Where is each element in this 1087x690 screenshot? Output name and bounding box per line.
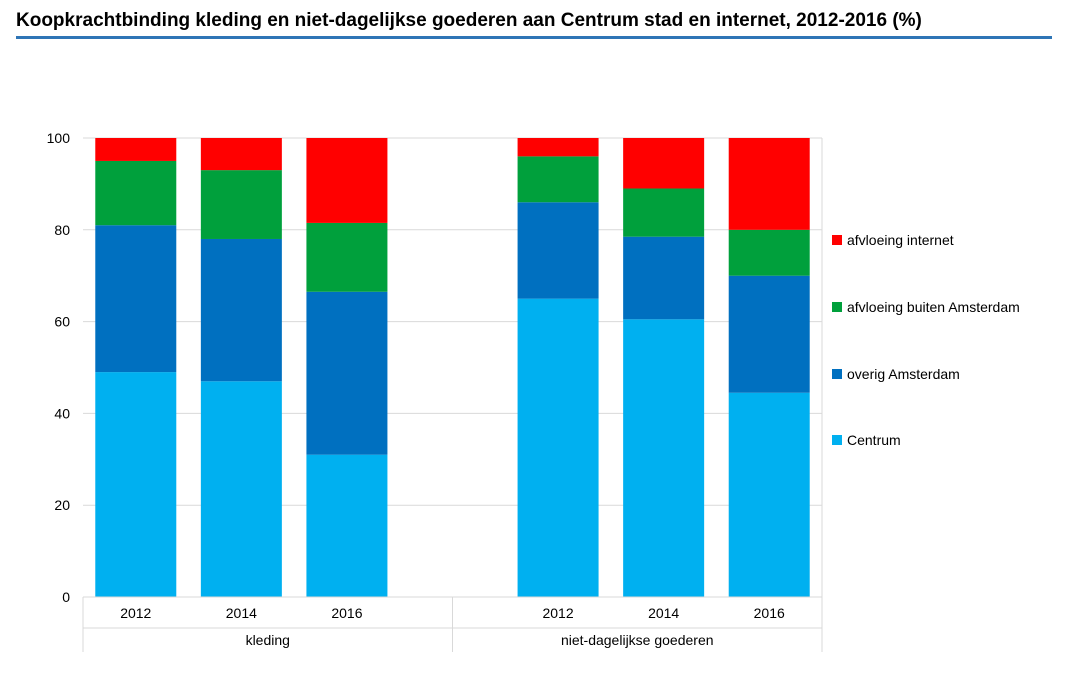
y-tick-label-20: 20	[54, 497, 70, 513]
bar-kleding-2014-overig-Amsterdam	[200, 238, 282, 382]
x-tick-label-2014: 2014	[648, 605, 679, 621]
legend-swatch-afvloeing-buiten-Amsterdam	[832, 302, 842, 312]
y-tick-label-100: 100	[47, 130, 71, 146]
bar-kleding-2012-afvloeing-buiten-Amsterdam	[95, 160, 177, 226]
legend-label-afvloeing-internet: afvloeing internet	[847, 232, 954, 248]
legend-label-overig-Amsterdam: overig Amsterdam	[847, 366, 960, 382]
x-tick-label-2016: 2016	[331, 605, 362, 621]
bar-niet-dagelijkse-goederen-2012-overig-Amsterdam	[517, 202, 599, 299]
bar-niet-dagelijkse-goederen-2014-afvloeing-internet	[623, 138, 705, 189]
bar-kleding-2012-overig-Amsterdam	[95, 225, 177, 373]
group-label-niet-dagelijkse-goederen: niet-dagelijkse goederen	[561, 632, 714, 648]
bar-kleding-2016-afvloeing-buiten-Amsterdam	[306, 222, 388, 292]
legend-label-afvloeing-buiten-Amsterdam: afvloeing buiten Amsterdam	[847, 299, 1020, 315]
bar-niet-dagelijkse-goederen-2016-Centrum	[728, 392, 810, 597]
group-label-kleding: kleding	[246, 632, 290, 648]
y-tick-label-80: 80	[54, 222, 70, 238]
bar-niet-dagelijkse-goederen-2014-Centrum	[623, 319, 705, 597]
bar-niet-dagelijkse-goederen-2016-overig-Amsterdam	[728, 275, 810, 393]
x-tick-label-2012: 2012	[542, 605, 573, 621]
bar-niet-dagelijkse-goederen-2014-afvloeing-buiten-Amsterdam	[623, 188, 705, 237]
bar-kleding-2014-afvloeing-internet	[200, 138, 282, 171]
bar-kleding-2012-afvloeing-internet	[95, 138, 177, 161]
bar-niet-dagelijkse-goederen-2016-afvloeing-buiten-Amsterdam	[728, 229, 810, 276]
legend-swatch-Centrum	[832, 435, 842, 445]
y-tick-label-40: 40	[54, 405, 70, 421]
bar-niet-dagelijkse-goederen-2016-afvloeing-internet	[728, 138, 810, 230]
bar-niet-dagelijkse-goederen-2012-Centrum	[517, 298, 599, 597]
y-tick-label-60: 60	[54, 314, 70, 330]
bar-niet-dagelijkse-goederen-2014-overig-Amsterdam	[623, 236, 705, 320]
bar-kleding-2014-Centrum	[200, 381, 282, 597]
x-tick-label-2014: 2014	[226, 605, 257, 621]
bar-niet-dagelijkse-goederen-2012-afvloeing-buiten-Amsterdam	[517, 156, 599, 203]
legend-swatch-afvloeing-internet	[832, 235, 842, 245]
bar-kleding-2014-afvloeing-buiten-Amsterdam	[200, 170, 282, 239]
legend-label-Centrum: Centrum	[847, 432, 901, 448]
x-tick-label-2012: 2012	[120, 605, 151, 621]
legend-swatch-overig-Amsterdam	[832, 369, 842, 379]
page-title: Koopkrachtbinding kleding en niet-dageli…	[16, 10, 922, 31]
x-tick-label-2016: 2016	[754, 605, 785, 621]
y-tick-label-0: 0	[62, 589, 70, 605]
bar-kleding-2016-overig-Amsterdam	[306, 291, 388, 455]
bar-kleding-2012-Centrum	[95, 372, 177, 597]
bar-niet-dagelijkse-goederen-2012-afvloeing-internet	[517, 138, 599, 157]
title-underline	[16, 36, 1052, 39]
bar-kleding-2016-Centrum	[306, 454, 388, 597]
bar-kleding-2016-afvloeing-internet	[306, 138, 388, 223]
